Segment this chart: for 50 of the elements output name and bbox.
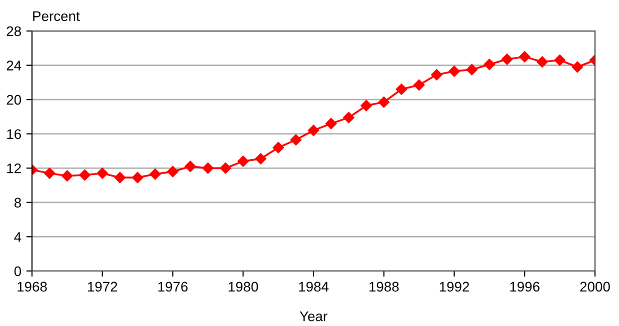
- y-tick-label: 16: [7, 129, 21, 140]
- y-tick-label: 12: [7, 163, 21, 174]
- y-tick-label: 8: [14, 198, 21, 208]
- point: [396, 84, 408, 95]
- point: [184, 160, 196, 172]
- point: [360, 100, 372, 112]
- point: [448, 66, 460, 77]
- y-axis-title: Percent: [33, 11, 80, 22]
- point: [572, 61, 584, 73]
- point: [150, 168, 161, 180]
- x-tick-label: 1972: [88, 282, 118, 292]
- point: [132, 172, 144, 184]
- point: [536, 56, 548, 68]
- point: [96, 168, 108, 179]
- y-tick-label: 4: [14, 232, 22, 242]
- point: [466, 64, 478, 76]
- point: [378, 96, 390, 108]
- point: [44, 168, 56, 179]
- x-tick-label: 1984: [299, 282, 329, 292]
- point: [501, 54, 513, 65]
- point: [220, 162, 232, 174]
- point: [308, 124, 320, 136]
- point: [325, 118, 337, 130]
- x-axis-title: Year: [300, 312, 328, 322]
- y-tick-label: 28: [6, 26, 21, 36]
- x-tick-label: 1988: [369, 282, 399, 292]
- point: [202, 162, 214, 174]
- point: [79, 169, 90, 181]
- y-tick-label: 24: [6, 60, 22, 70]
- y-tick-label: 20: [6, 94, 22, 105]
- x-tick-label: 1980: [228, 282, 258, 292]
- point: [343, 112, 354, 124]
- x-tick-label: 1992: [440, 282, 470, 292]
- point: [554, 54, 566, 66]
- point: [290, 134, 302, 146]
- point: [413, 79, 425, 91]
- x-tick-label: 2000: [580, 282, 610, 292]
- point: [114, 172, 126, 184]
- point: [484, 58, 496, 70]
- x-tick-label: 1996: [510, 282, 540, 292]
- point: [62, 170, 73, 182]
- point: [255, 153, 266, 164]
- point: [167, 166, 178, 178]
- point: [431, 69, 442, 80]
- point: [238, 156, 249, 167]
- y-tick-label: 0: [14, 266, 22, 276]
- x-tick-label: 1968: [18, 282, 47, 292]
- point: [272, 142, 284, 154]
- point: [519, 51, 530, 62]
- x-tick-label: 1976: [158, 282, 188, 292]
